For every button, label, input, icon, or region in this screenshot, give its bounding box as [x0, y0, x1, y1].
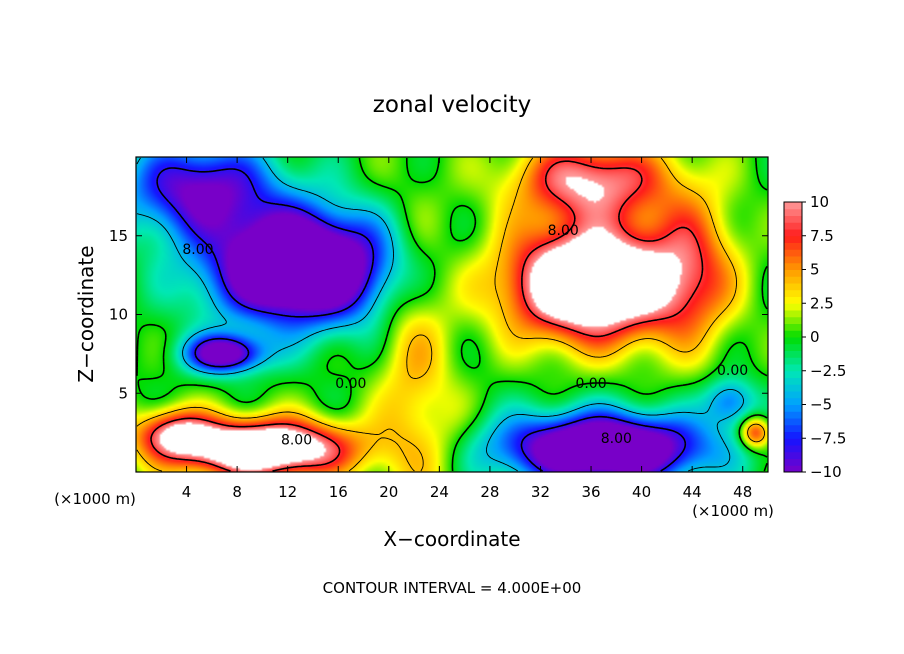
colorbar-swatch	[784, 343, 802, 351]
colorbar-swatch	[784, 235, 802, 243]
chart-title: zonal velocity	[373, 92, 531, 118]
colorbar-swatch	[784, 276, 802, 284]
colorbar-swatch	[784, 465, 802, 473]
x-tick-label: 32	[531, 483, 550, 501]
colorbar-swatch	[784, 397, 802, 405]
colorbar-swatch	[784, 458, 802, 466]
contour-level-neg4	[136, 157, 744, 472]
colorbar-label: −5	[810, 396, 832, 414]
x-axis-ticks: 4 8 12 16 20 24 28 32 36 40 44 48	[182, 157, 752, 501]
y-tick-label: 15	[109, 227, 128, 245]
colorbar-swatch	[784, 256, 802, 264]
colorbar-swatch	[784, 296, 802, 304]
colorbar-swatch	[784, 215, 802, 223]
contour-level-4	[136, 157, 766, 472]
colorbar-swatch	[784, 418, 802, 426]
x-axis-label: X−coordinate	[383, 527, 520, 551]
colorbar-swatch	[784, 310, 802, 318]
contour-label: 8.00	[281, 433, 312, 449]
colorbar-swatch	[784, 411, 802, 419]
colorbar-swatch	[784, 370, 802, 378]
contour-level-0	[136, 157, 768, 472]
x-tick-label: 40	[632, 483, 651, 501]
colorbar-label: −2.5	[810, 362, 846, 380]
colorbar-swatch	[784, 404, 802, 412]
colorbar-swatch	[784, 438, 802, 446]
colorbar-swatch	[784, 202, 802, 210]
x-tick-label: 48	[733, 483, 752, 501]
x-tick-label: 4	[182, 483, 192, 501]
colorbar-swatch	[784, 242, 802, 250]
contour-level-8	[150, 160, 704, 472]
colorbar-swatch	[784, 303, 802, 311]
y-tick-label: 10	[109, 306, 128, 324]
contour-level-neg8	[156, 167, 687, 472]
x-tick-label: 12	[278, 483, 297, 501]
contour-labels: 8.00 8.00 0.00 0.00 0.00 8.00 8.00	[182, 223, 748, 448]
contour-label: 8.00	[601, 431, 632, 447]
colorbar-swatch	[784, 269, 802, 277]
colorbar-swatch	[784, 377, 802, 385]
colorbar-label: 10	[810, 193, 829, 211]
colorbar-swatch	[784, 316, 802, 324]
x-unit-left: (×1000 m)	[54, 490, 136, 508]
contour-label: 0.00	[717, 363, 748, 379]
x-tick-label: 8	[232, 483, 242, 501]
y-axis-label: Z−coordinate	[74, 245, 98, 382]
colorbar-swatch	[784, 451, 802, 459]
colorbar-swatch	[784, 229, 802, 237]
colorbar-swatch	[784, 283, 802, 291]
colorbar-swatch	[784, 431, 802, 439]
colorbar-swatch	[784, 208, 802, 216]
colorbar-label: 2.5	[810, 294, 834, 312]
contour-label: 8.00	[548, 223, 579, 239]
colorbar-swatch	[784, 289, 802, 297]
colorbar-swatch	[784, 330, 802, 338]
y-tick-label: 5	[118, 384, 128, 402]
x-tick-label: 28	[480, 483, 499, 501]
colorbar-swatch	[784, 364, 802, 372]
colorbar-label: 0	[810, 328, 820, 346]
colorbar-swatch	[784, 391, 802, 399]
x-tick-label: 44	[683, 483, 702, 501]
colorbar-swatch	[784, 337, 802, 345]
contour-label: 0.00	[335, 376, 366, 392]
colorbar-swatch	[784, 357, 802, 365]
contour-lines	[136, 157, 768, 472]
colorbar: 10 7.5 5 2.5 0 −2.5 −5 −7.5 −10	[783, 193, 846, 481]
x-tick-label: 24	[430, 483, 449, 501]
colorbar-swatch	[784, 350, 802, 358]
colorbar-swatch	[784, 424, 802, 432]
colorbar-swatch	[784, 445, 802, 453]
y-axis-ticks: 5 10 15	[109, 227, 768, 402]
colorbar-swatch	[784, 262, 802, 270]
colorbar-swatch	[784, 249, 802, 257]
x-tick-label: 36	[581, 483, 600, 501]
x-unit-right: (×1000 m)	[692, 502, 774, 520]
x-tick-label: 20	[379, 483, 398, 501]
heatmap-field	[136, 157, 768, 472]
colorbar-swatch	[784, 323, 802, 331]
colorbar-label: 7.5	[810, 227, 834, 245]
contour-label: 0.00	[575, 376, 606, 392]
colorbar-label: 5	[810, 261, 820, 279]
contour-label: 8.00	[182, 242, 213, 258]
plot-area: 8.00 8.00 0.00 0.00 0.00 8.00 8.00	[135, 156, 769, 473]
contour-interval-note: CONTOUR INTERVAL = 4.000E+00	[323, 579, 582, 597]
colorbar-label: −7.5	[810, 429, 846, 447]
colorbar-swatch	[784, 384, 802, 392]
colorbar-swatch	[784, 222, 802, 230]
x-tick-label: 16	[329, 483, 348, 501]
colorbar-label: −10	[810, 463, 842, 481]
